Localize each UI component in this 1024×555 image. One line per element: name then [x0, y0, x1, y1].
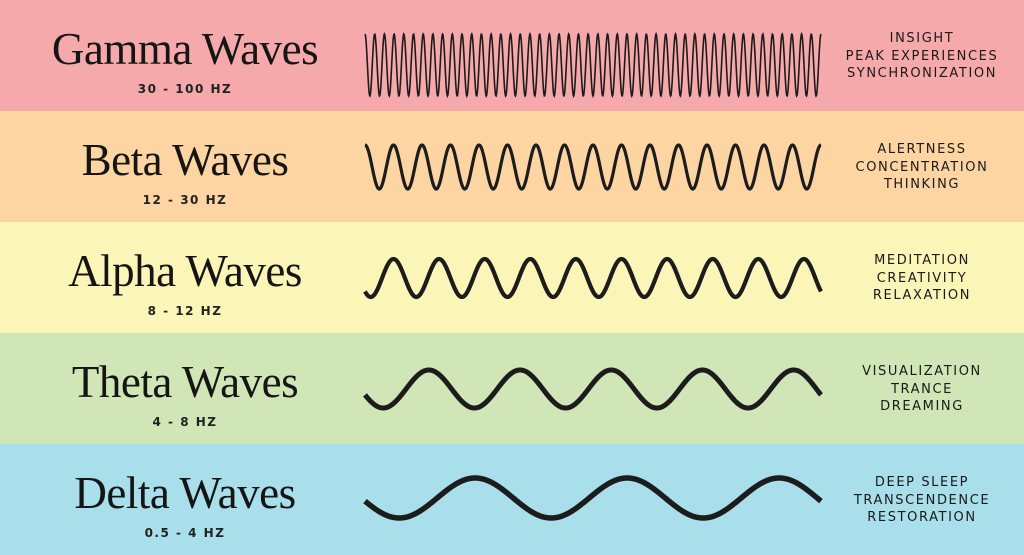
frequency-range: 4 - 8 HZ [152, 415, 218, 429]
frequency-range: 8 - 12 HZ [147, 304, 223, 318]
waveform [363, 475, 823, 521]
wave-title: Theta Waves [71, 357, 299, 407]
effects-list: MEDITATION CREATIVITY RELAXATION [830, 252, 1014, 305]
wave-title: Alpha Waves [68, 246, 302, 296]
effect-item: CREATIVITY [876, 270, 968, 286]
effect-item: VISUALIZATION [862, 364, 982, 379]
effect-item: PEAK EXPERIENCES [845, 48, 999, 64]
effects-list: INSIGHT PEAK EXPERIENCES SYNCHRONIZATION [830, 30, 1014, 83]
wave-band-theta: Theta Waves 4 - 8 HZ VISUALIZATION TRANC… [0, 333, 1024, 444]
effect-item: DEEP SLEEP [874, 475, 970, 490]
effect-item: RESTORATION [867, 510, 977, 525]
effects-list: ALERTNESS CONCENTRATION THINKING [830, 141, 1014, 194]
effect-item: INSIGHT [889, 31, 955, 46]
waveform [364, 143, 822, 191]
frequency-range: 30 - 100 HZ [137, 82, 233, 96]
effect-item: MEDITATION [874, 253, 970, 268]
wave-band-alpha: Alpha Waves 8 - 12 HZ MEDITATION CREATIV… [0, 222, 1024, 333]
wave-band-beta: Beta Waves 12 - 30 HZ ALERTNESS CONCENTR… [0, 111, 1024, 222]
effect-item: DREAMING [880, 399, 964, 414]
wave-line [364, 31, 822, 99]
effect-item: SYNCHRONIZATION [846, 66, 998, 81]
wave-title: Delta Waves [74, 468, 296, 518]
effect-item: TRANSCENDENCE [853, 492, 991, 508]
effects-list: DEEP SLEEP TRANSCENDENCE RESTORATION [830, 474, 1014, 527]
effect-item: TRANCE [891, 381, 953, 397]
effect-item: RELAXATION [872, 288, 972, 303]
wave-line [364, 143, 822, 191]
wave-band-gamma: Gamma Waves 30 - 100 HZ INSIGHT PEAK EXP… [0, 0, 1024, 111]
wave-title: Beta Waves [81, 135, 289, 185]
frequency-range: 0.5 - 4 HZ [144, 526, 226, 540]
waveform [364, 31, 822, 99]
waveform [363, 256, 823, 300]
wave-line [363, 256, 823, 300]
effect-item: ALERTNESS [877, 142, 967, 157]
effect-item: CONCENTRATION [855, 159, 989, 175]
frequency-range: 12 - 30 HZ [142, 193, 228, 207]
wave-band-delta: Delta Waves 0.5 - 4 HZ DEEP SLEEP TRANSC… [0, 444, 1024, 555]
effect-item: THINKING [883, 177, 961, 192]
effects-list: VISUALIZATION TRANCE DREAMING [830, 363, 1014, 416]
wave-title: Gamma Waves [51, 24, 319, 74]
waveform [363, 367, 823, 411]
wave-line [363, 475, 823, 521]
wave-line [363, 367, 823, 411]
